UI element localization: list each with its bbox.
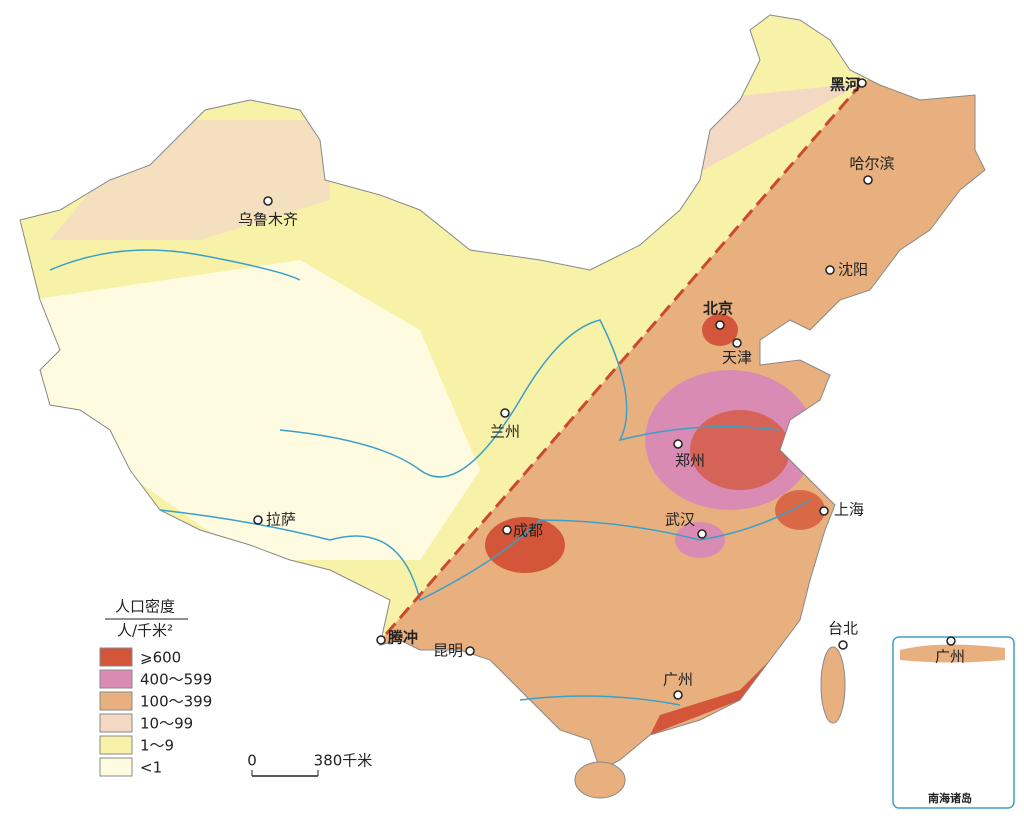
- city-label: 天津: [722, 349, 752, 367]
- city-label: 兰州: [490, 423, 520, 441]
- city-marker: [502, 525, 512, 535]
- hainan: [574, 761, 626, 799]
- city-marker: [715, 320, 725, 330]
- rivers: [49, 249, 811, 706]
- legend-label: ⩾600: [140, 649, 181, 667]
- scale-end: 380千米: [314, 752, 373, 770]
- inset-title: 南海诸岛: [928, 791, 972, 805]
- legend-label: <1: [140, 759, 162, 777]
- city-marker: [376, 635, 386, 645]
- city-marker: [253, 515, 263, 525]
- inset-city-marker: [946, 636, 956, 646]
- city-label: 郑州: [675, 452, 705, 470]
- legend-label: 100～399: [140, 693, 212, 711]
- city-label: 广州: [663, 671, 693, 689]
- hu-line: [379, 82, 864, 641]
- city-marker: [697, 529, 707, 539]
- city-label: 哈尔滨: [849, 155, 894, 173]
- inset-city: 广州: [935, 648, 965, 666]
- city-label: 乌鲁木齐: [238, 211, 298, 229]
- city-marker: [825, 265, 835, 275]
- legend-swatch: [99, 757, 133, 777]
- city-marker: [673, 439, 683, 449]
- legend-title: 人口密度: [115, 598, 175, 616]
- scale-start: 0: [247, 752, 257, 770]
- legend-label: 400～599: [140, 671, 212, 689]
- city-label: 武汉: [665, 511, 695, 529]
- inset-coast: [900, 644, 1005, 663]
- city-label: 台北: [828, 620, 858, 638]
- city-marker: [863, 175, 873, 185]
- city-marker: [732, 338, 742, 348]
- city-marker: [465, 646, 475, 656]
- legend-swatch: [99, 713, 133, 733]
- city-marker: [838, 640, 848, 650]
- city-marker: [263, 196, 273, 206]
- city-marker: [500, 408, 510, 418]
- city-label: 昆明: [433, 642, 463, 660]
- legend-label: 10～99: [140, 715, 193, 733]
- taiwan: [820, 646, 846, 724]
- city-label: 上海: [834, 501, 864, 519]
- city-marker: [857, 78, 867, 88]
- city-label: 沈阳: [838, 261, 868, 279]
- legend-unit: 人/千米²: [117, 622, 173, 640]
- city-marker: [819, 506, 829, 516]
- legend-swatch: [99, 691, 133, 711]
- city-label: 腾冲: [387, 629, 418, 647]
- legend-swatch: [99, 647, 133, 667]
- city-label: 黑河: [830, 76, 860, 94]
- legend-label: 1～9: [140, 737, 174, 755]
- legend-swatch: [99, 669, 133, 689]
- city-label: 拉萨: [266, 511, 296, 529]
- city-label: 北京: [703, 300, 733, 318]
- city-marker: [673, 690, 683, 700]
- legend-swatch: [99, 735, 133, 755]
- city-label: 成都: [513, 522, 543, 540]
